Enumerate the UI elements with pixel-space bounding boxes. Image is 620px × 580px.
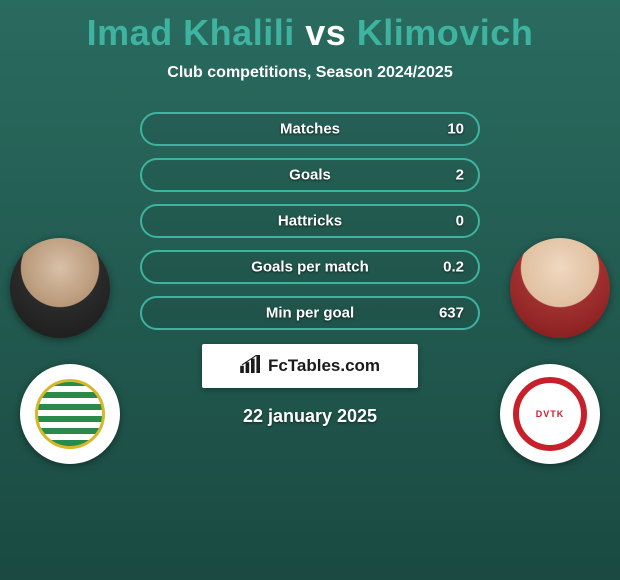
player-1-portrait: [10, 238, 110, 338]
stat-label: Min per goal: [266, 305, 354, 322]
club-2-crest: DVTK: [500, 364, 600, 464]
brand-text: FcTables.com: [268, 356, 380, 376]
stat-value: 0.2: [443, 259, 464, 276]
stat-value: 10: [447, 121, 464, 138]
content-area: DVTK Matches 10 Goals 2 Hattricks 0 Goal…: [0, 112, 620, 427]
stat-row: Goals 2: [140, 158, 480, 192]
player-1-name: Imad Khalili: [87, 12, 295, 53]
stat-value: 2: [456, 167, 464, 184]
stat-row: Hattricks 0: [140, 204, 480, 238]
stat-value: 0: [456, 213, 464, 230]
brand-badge: FcTables.com: [202, 344, 418, 388]
stat-label: Matches: [280, 121, 340, 138]
page-title: Imad Khalili vs Klimovich: [0, 0, 620, 54]
stat-label: Goals per match: [251, 259, 369, 276]
player-2-portrait: [510, 238, 610, 338]
stat-row: Goals per match 0.2: [140, 250, 480, 284]
vs-separator: vs: [305, 12, 346, 53]
stats-block: Matches 10 Goals 2 Hattricks 0 Goals per…: [140, 112, 480, 330]
club-2-crest-inner: DVTK: [513, 377, 587, 451]
player-2-name: Klimovich: [357, 12, 534, 53]
club-1-crest-inner: [35, 379, 105, 449]
stat-value: 637: [439, 305, 464, 322]
stat-label: Hattricks: [278, 213, 342, 230]
bar-chart-icon: [240, 355, 262, 378]
stat-label: Goals: [289, 167, 331, 184]
stat-row: Min per goal 637: [140, 296, 480, 330]
subtitle: Club competitions, Season 2024/2025: [0, 64, 620, 82]
stat-row: Matches 10: [140, 112, 480, 146]
club-1-crest: [20, 364, 120, 464]
